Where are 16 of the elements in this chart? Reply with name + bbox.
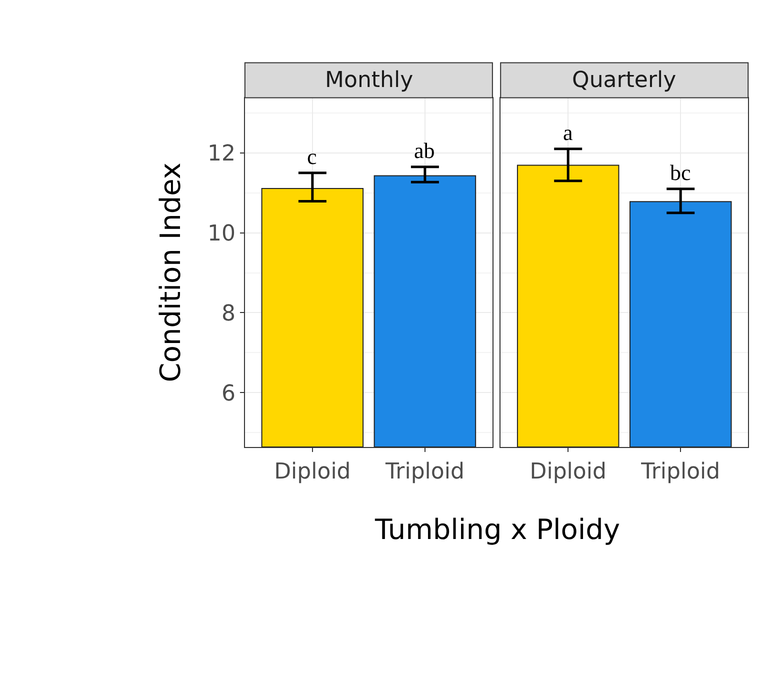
annotation: a (563, 120, 573, 145)
annotation: c (307, 144, 317, 169)
chart-title: Monthly (325, 68, 414, 93)
x-tick-label: Diploid (530, 459, 606, 484)
x-tick-label: Triploid (640, 459, 720, 484)
y-tick-label: 12 (208, 142, 236, 167)
annotation: bc (670, 160, 691, 185)
y-tick-label: 6 (222, 381, 236, 406)
annotation: ab (414, 138, 435, 163)
y-tick-label: 10 (208, 222, 236, 247)
x-tick-label: Diploid (274, 459, 351, 484)
x-tick-label: Triploid (384, 459, 464, 484)
x-axis-title: Tumbling x Ploidy (374, 513, 620, 546)
y-tick-label: 8 (222, 301, 236, 326)
chart-title: Quarterly (572, 68, 676, 93)
y-axis-title: Condition Index (154, 162, 188, 382)
